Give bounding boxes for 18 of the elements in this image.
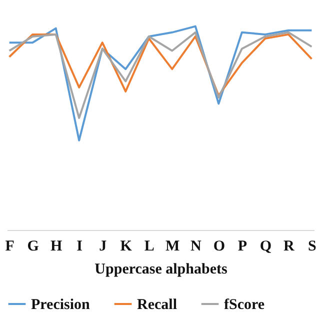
legend-label: fScore: [224, 297, 265, 313]
legend-label: Precision: [31, 297, 91, 313]
x-tick-label: I: [76, 238, 83, 254]
x-tick-label: N: [190, 238, 202, 254]
x-tick-label: R: [283, 238, 294, 254]
x-tick-label: Q: [260, 238, 272, 254]
x-tick-label: H: [50, 238, 63, 254]
x-tick-label: P: [238, 238, 247, 254]
x-tick-label: J: [99, 238, 108, 254]
x-tick-label: G: [27, 238, 40, 254]
x-tick-label: O: [213, 238, 225, 254]
x-tick-label: M: [166, 238, 180, 254]
x-tick-label: F: [5, 238, 14, 254]
x-tick-label: S: [308, 238, 316, 254]
x-axis-title: Uppercase alphabets: [94, 262, 228, 278]
legend-label: Recall: [137, 297, 177, 313]
x-tick-label: L: [144, 238, 154, 254]
x-tick-label: K: [120, 238, 132, 254]
